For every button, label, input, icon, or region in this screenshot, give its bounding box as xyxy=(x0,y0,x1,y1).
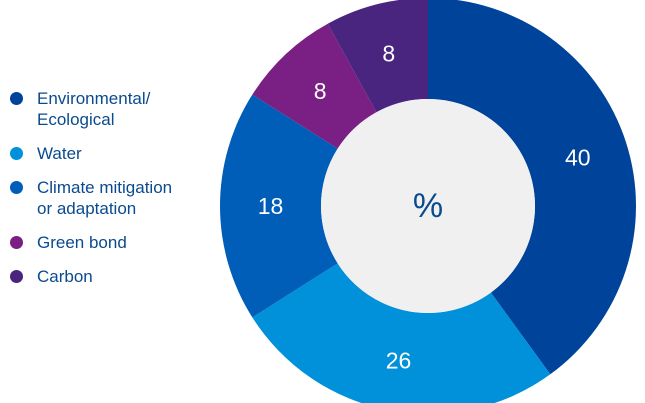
legend-item-water: Water xyxy=(10,143,250,164)
legend-swatch xyxy=(10,236,23,249)
legend-label: Green bond xyxy=(37,233,127,252)
donut-hole xyxy=(321,99,535,313)
legend-swatch xyxy=(10,147,23,160)
slice-value-label: 8 xyxy=(314,78,327,104)
legend-item-environmental-ecological: Environmental/ Ecological xyxy=(10,88,250,130)
legend-label: Environmental/ Ecological xyxy=(37,89,151,129)
legend-item-climate-mitigation: Climate mitigation or adaptation xyxy=(10,177,250,219)
slice-value-label: 26 xyxy=(386,348,412,374)
legend-label: Climate mitigation or adaptation xyxy=(37,178,173,218)
slice-value-label: 18 xyxy=(258,193,284,219)
donut-slice xyxy=(252,263,551,403)
legend-label: Carbon xyxy=(37,267,93,286)
slice-value-label: 40 xyxy=(565,144,591,170)
donut-slice xyxy=(220,94,338,318)
slice-value-label: 8 xyxy=(382,40,395,66)
legend-item-green-bond: Green bond xyxy=(10,232,250,253)
donut-slice xyxy=(327,0,428,113)
legend-swatch xyxy=(10,181,23,194)
legend: Environmental/ Ecological Water Climate … xyxy=(10,88,250,300)
center-label: % xyxy=(413,187,443,225)
legend-swatch xyxy=(10,92,23,105)
legend-label: Water xyxy=(37,144,82,163)
legend-item-carbon: Carbon xyxy=(10,266,250,287)
legend-swatch xyxy=(10,270,23,283)
donut-slice xyxy=(428,0,636,375)
donut-slice xyxy=(252,23,377,149)
